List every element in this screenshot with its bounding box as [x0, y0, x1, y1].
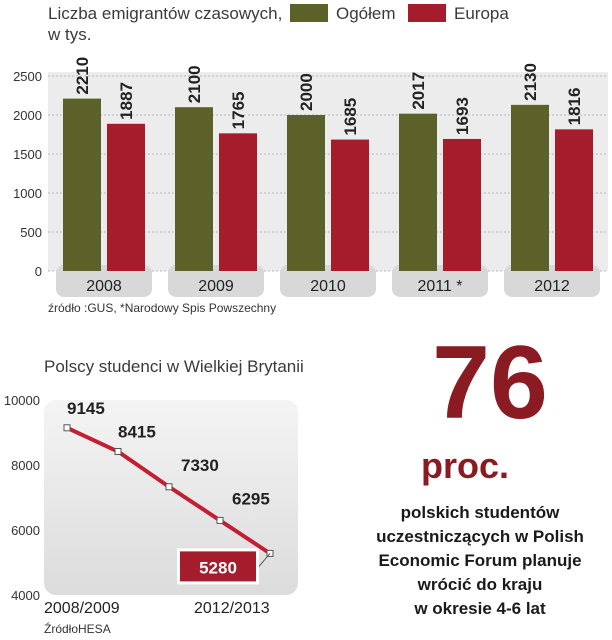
- line-chart-title: Polscy studenci w Wielkiej Brytanii: [44, 357, 304, 376]
- callout-line-5: w okresie 4-6 lat: [413, 599, 546, 618]
- line-y-tick-label: 10000: [4, 393, 40, 408]
- callout-line-3: Economic Forum planuje: [378, 551, 581, 570]
- bar-value-label: 2017: [409, 72, 428, 110]
- line-x-label-last: 2012/2013: [194, 600, 270, 617]
- line-point: [63, 424, 71, 432]
- bar-chart-panels: [56, 265, 600, 297]
- legend-swatch-ogolem: [290, 4, 328, 22]
- line-highlight-box: [180, 551, 256, 582]
- line-y-tick-label: 8000: [11, 458, 40, 473]
- bar-value-label: 2210: [73, 57, 92, 95]
- bar-europa: [443, 138, 481, 271]
- legend-label-ogolem: Ogółem: [336, 4, 396, 23]
- line-y-tick-label: 6000: [11, 523, 40, 538]
- bar-ogolem: [511, 104, 549, 271]
- bar-value-label: 1887: [117, 82, 136, 120]
- bar-ogolem: [287, 115, 325, 271]
- line-x-label-first: 2008/2009: [44, 600, 120, 617]
- bar-category-panel: [168, 265, 264, 297]
- bar-europa: [107, 123, 145, 272]
- line-chart-source: ŹródłoHESA: [44, 621, 111, 636]
- line-chart-value-labels: 9145 8415 7330 6295 5280: [67, 399, 271, 585]
- bar-ogolem: [63, 98, 101, 272]
- callout-line-2: uczestniczących w Polish: [376, 527, 584, 546]
- bar-category-label: 2011 *: [417, 278, 462, 295]
- line-point: [165, 483, 173, 491]
- callout-line-1: polskich studentów: [401, 503, 560, 522]
- bar-y-tick-label: 0: [35, 264, 42, 279]
- bar-category-panel: [504, 265, 600, 297]
- bar-category-label: 2010: [310, 278, 346, 295]
- bar-value-label: 2130: [521, 63, 540, 101]
- bar-europa: [555, 129, 593, 271]
- bar-category-label: 2009: [198, 278, 234, 295]
- bar-y-tick-label: 1000: [13, 186, 42, 201]
- bar-value-label: 2000: [297, 73, 316, 111]
- line-point: [216, 516, 224, 524]
- bar-value-label: 1685: [341, 98, 360, 136]
- bar-category-panel: [280, 265, 376, 297]
- bar-value-label: 1816: [565, 88, 584, 126]
- line-value-label: 8415: [118, 423, 156, 442]
- callout: 76 proc. polskich studentów uczestnicząc…: [376, 325, 584, 618]
- line-value-label: 9145: [67, 399, 105, 418]
- legend-label-europa: Europa: [454, 4, 509, 23]
- bar-ogolem: [399, 113, 437, 271]
- bar-y-tick-label: 1500: [13, 147, 42, 162]
- bar-value-label: 2100: [185, 65, 204, 103]
- bar-chart-source: źródło :GUS, *Narodowy Spis Powszechny: [48, 301, 276, 315]
- line-chart: Polscy studenci w Wielkiej Brytanii 4000…: [4, 357, 304, 636]
- bar-chart-subtitle: w tys.: [47, 25, 91, 44]
- bar-y-tick-label: 2000: [13, 108, 42, 123]
- line-y-tick-label: 4000: [11, 588, 40, 603]
- callout-number: 76: [432, 325, 548, 441]
- line-value-label: 6295: [232, 489, 270, 508]
- bar-y-tick-label: 2500: [13, 69, 42, 84]
- bar-category-panel: [56, 265, 152, 297]
- bar-chart-y-ticks: 0 500 1000 1500 2000 2500: [13, 69, 42, 279]
- bar-chart-value-labels: 2210 1887 2100 1765 2000 1685 2017 1693 2130 1816: [73, 57, 584, 136]
- bar-category-label: 2008: [86, 278, 122, 295]
- bar-chart-title: Liczba emigrantów czasowych,: [48, 4, 282, 23]
- bar-chart: Liczba emigrantów czasowych, w tys. Ogół…: [13, 4, 608, 315]
- line-highlight-connector: [258, 553, 271, 567]
- bar-value-label: 1693: [453, 97, 472, 135]
- bar-europa: [219, 133, 257, 271]
- line-point: [114, 448, 122, 456]
- bar-category-label: 2012: [534, 278, 570, 295]
- bar-y-tick-label: 500: [20, 225, 42, 240]
- bar-value-label: 1765: [229, 92, 248, 130]
- line-value-label: 5280: [199, 558, 237, 577]
- bar-chart-bars: [63, 98, 593, 272]
- legend-swatch-europa: [408, 4, 446, 22]
- line-chart-y-ticks: 4000 6000 8000 10000: [4, 393, 40, 603]
- callout-unit: proc.: [421, 445, 509, 486]
- bar-europa: [331, 139, 369, 271]
- bar-category-panel: [392, 265, 488, 297]
- bar-ogolem: [175, 107, 213, 271]
- line-value-label: 7330: [181, 456, 219, 475]
- bar-chart-category-labels: 2008 2009 2010 2011 * 2012: [86, 278, 570, 295]
- callout-line-4: wrócić do kraju: [417, 575, 543, 594]
